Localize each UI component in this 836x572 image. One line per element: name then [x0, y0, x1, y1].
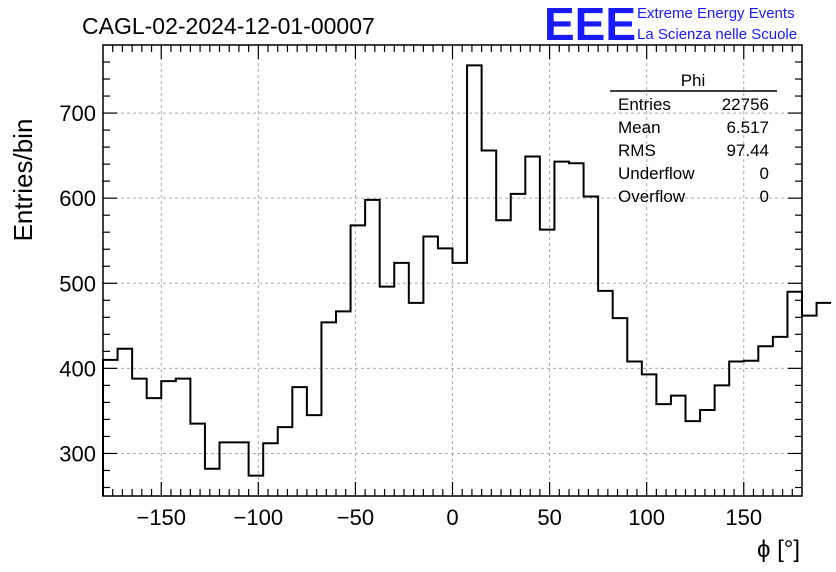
- x-tick-label: 150: [725, 505, 762, 530]
- stats-row-value: 0: [760, 164, 769, 183]
- eee-logo-line2: La Scienza nelle Scuole: [637, 26, 797, 43]
- y-tick-label: 400: [59, 356, 96, 381]
- eee-logo-line1: Extreme Energy Events: [637, 5, 795, 22]
- stats-row-label: Overflow: [618, 187, 686, 206]
- x-tick-label: 50: [537, 505, 561, 530]
- stats-box: Phi Entries 22756 Mean 6.517 RMS 97.44 Underfl…: [610, 71, 777, 206]
- y-tick-labels: 300 400 500 600 700: [59, 101, 96, 466]
- stats-row-label: RMS: [618, 141, 656, 160]
- stats-row-label: Mean: [618, 118, 661, 137]
- stats-row-label: Entries: [618, 95, 671, 114]
- eee-logo: EEE Extreme Energy Events La Scienza nel…: [544, 0, 797, 50]
- y-tick-label: 300: [59, 441, 96, 466]
- x-tick-label: −150: [136, 505, 186, 530]
- x-axis-label: ϕ [°]: [757, 536, 800, 563]
- x-tick-label: −50: [337, 505, 374, 530]
- stats-row-label: Underflow: [618, 164, 695, 183]
- stats-row-value: 0: [760, 187, 769, 206]
- y-tick-label: 700: [59, 101, 96, 126]
- axis-ticks: [103, 45, 802, 496]
- grid-lines: [103, 45, 802, 496]
- x-tick-labels: −150 −100 −50 0 50 100 150: [136, 505, 762, 530]
- chart-title: CAGL-02-2024-12-01-00007: [82, 13, 375, 39]
- y-axis-label: Entries/bin: [8, 119, 38, 242]
- x-tick-label: −100: [234, 505, 284, 530]
- y-tick-label: 500: [59, 271, 96, 296]
- eee-logo-mark: EEE: [544, 0, 636, 50]
- stats-box-title: Phi: [681, 71, 706, 90]
- y-tick-label: 600: [59, 186, 96, 211]
- histogram-series: [102, 64, 832, 496]
- x-tick-label: 0: [446, 505, 458, 530]
- stats-row-value: 22756: [722, 95, 769, 114]
- x-tick-label: 100: [628, 505, 665, 530]
- stats-row-value: 97.44: [726, 141, 769, 160]
- stats-row-value: 6.517: [726, 118, 769, 137]
